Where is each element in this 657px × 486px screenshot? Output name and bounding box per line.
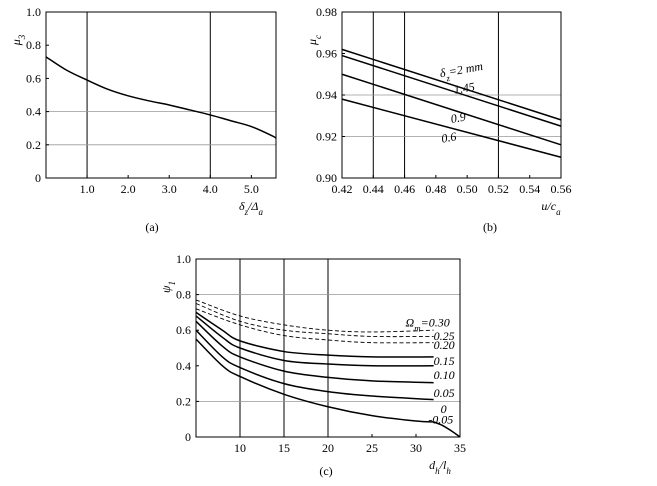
x-tick-label: 35 xyxy=(454,441,466,455)
x-tick-label: 15 xyxy=(278,441,290,455)
series-line xyxy=(195,315,434,367)
series-line xyxy=(45,56,277,139)
x-tick-label: 0.54 xyxy=(519,182,540,196)
series-line xyxy=(341,98,562,158)
curve-label: δz=2 mm xyxy=(439,59,485,84)
x-tick-label: 0.44 xyxy=(363,182,384,196)
y-tick-label: 1.0 xyxy=(26,5,41,19)
series-line xyxy=(195,303,434,338)
x-tick-label: 0.50 xyxy=(457,182,478,196)
y-tick-label: 0 xyxy=(35,171,41,185)
curve-label: 1.45 xyxy=(453,79,476,96)
series-line xyxy=(195,320,434,384)
x-tick-label: 2.0 xyxy=(121,182,136,196)
y-tick-label: 0.4 xyxy=(26,105,41,119)
series-line xyxy=(341,73,562,146)
y-tick-label: 0.4 xyxy=(176,359,191,373)
series-line xyxy=(195,338,434,423)
curve-label: 0.05 xyxy=(434,386,455,400)
series-line xyxy=(195,308,434,344)
x-tick-label: 0.46 xyxy=(394,182,415,196)
y-tick-label: 0 xyxy=(185,430,191,444)
x-tick-label: 0.48 xyxy=(425,182,446,196)
y-tick-label: 0.6 xyxy=(176,323,191,337)
y-tick-label: 0.92 xyxy=(316,130,337,144)
x-tick-label: 30 xyxy=(410,441,422,455)
panel-c: 10 15 20 25 30 35 0 0.2 0.4 0.6 0.8 1.0 ψ1 dh/lh (c) Ωm… xyxy=(159,252,466,478)
x-tick-label: 0.52 xyxy=(488,182,509,196)
x-tick-label: 10 xyxy=(234,441,246,455)
x-tick-label: 20 xyxy=(322,441,334,455)
y-tick-label: 1.0 xyxy=(176,252,191,266)
y-tick-label: 0.90 xyxy=(316,171,337,185)
y-tick-label: 0.2 xyxy=(176,394,191,408)
series-line xyxy=(341,48,562,121)
series-line xyxy=(341,54,562,127)
x-tick-label: 1.0 xyxy=(80,182,95,196)
panel-b: 0.42 0.44 0.46 0.48 0.50 0.52 0.54 0.56 0.90 0.92… xyxy=(305,5,572,234)
curve-label: 0.20 xyxy=(434,338,455,352)
plot-frame xyxy=(45,11,277,179)
y-axis-label: μ3 xyxy=(9,34,27,46)
x-tick-label: 25 xyxy=(366,441,378,455)
panel-caption: (a) xyxy=(145,220,158,234)
y-tick-label: 0.2 xyxy=(26,138,41,152)
curve-label: 0.10 xyxy=(434,368,455,382)
panel-caption: (c) xyxy=(319,464,332,478)
y-tick-label: 0.98 xyxy=(316,5,337,19)
series-line xyxy=(195,329,434,401)
series-line xyxy=(195,311,434,358)
y-tick-label: 0.96 xyxy=(316,47,337,61)
x-tick-label: 0.42 xyxy=(332,182,353,196)
x-tick-label: 4.0 xyxy=(203,182,218,196)
curve-label: -0.05 xyxy=(428,413,453,427)
curve-label: 0 xyxy=(441,402,447,416)
panel-caption: (b) xyxy=(483,220,497,234)
curve-label: Ωm=0.30 xyxy=(405,316,449,334)
x-tick-label: 0.56 xyxy=(551,182,572,196)
x-tick-label: 3.0 xyxy=(162,182,177,196)
panel-a: 1.0 2.0 3.0 4.0 5.0 0 0.2 0.4 0.6 0.8 1.0 μ3 δz/Δa (a… xyxy=(9,5,277,234)
y-tick-label: 0.6 xyxy=(26,71,41,85)
curve-label: 0.6 xyxy=(440,129,457,145)
curve-label: 0.15 xyxy=(434,354,455,368)
x-axis-label: u/ca xyxy=(541,199,561,217)
y-axis-label: μc xyxy=(305,35,323,46)
curve-label: 0.9 xyxy=(450,110,467,126)
x-axis-label: dh/lh xyxy=(429,458,451,476)
series-line xyxy=(433,421,461,438)
y-tick-label: 0.8 xyxy=(26,38,41,52)
curve-label: 0.25 xyxy=(434,329,455,343)
y-axis-label: ψ1 xyxy=(159,281,177,293)
y-tick-label: 0.8 xyxy=(176,288,191,302)
y-tick-label: 0.94 xyxy=(316,88,337,102)
x-tick-label: 5.0 xyxy=(244,182,259,196)
series-line xyxy=(195,299,434,333)
x-axis-label: δz/Δa xyxy=(239,199,263,217)
